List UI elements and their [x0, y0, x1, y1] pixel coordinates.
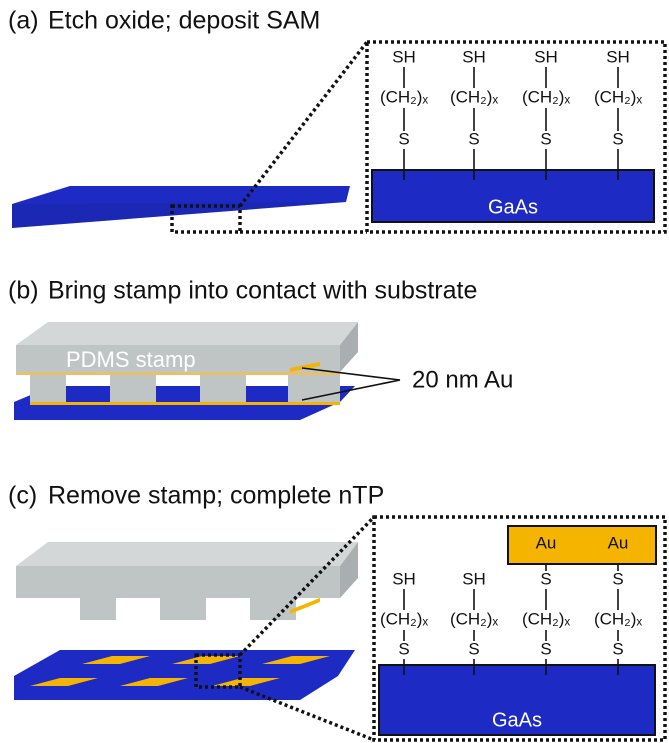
chain: (CH₂)ₓ [594, 87, 642, 106]
chain: (CH₂)ₓ [522, 609, 570, 628]
zoom-line [240, 42, 367, 206]
anchor: S [540, 129, 551, 148]
head-group: SH [534, 47, 558, 66]
gold-layer [508, 526, 656, 564]
anchor: S [540, 639, 551, 658]
figure: (a) Etch oxide; deposit SAM GaAs SH (CH₂)ₓ… [0, 0, 669, 743]
panel-label: (a) [8, 7, 39, 35]
head-group: SH [392, 47, 416, 66]
inset-c: GaAs SH (CH₂)ₓ S SH (CH₂)ₓ S Au S (CH₂)ₓ S Au S (CH₂)… [379, 526, 656, 735]
anchor: S [612, 129, 623, 148]
chain: (CH₂)ₓ [522, 87, 570, 106]
panel-label: (b) [8, 277, 39, 305]
head-group: S [540, 569, 551, 588]
anchor: S [612, 639, 623, 658]
anchor: S [398, 129, 409, 148]
panel-label: (c) [8, 482, 37, 510]
anchor: S [468, 129, 479, 148]
anchor: S [468, 639, 479, 658]
panel-title: Remove stamp; complete nTP [48, 482, 384, 510]
substrate-label: GaAs [488, 196, 538, 218]
panel-title: Bring stamp into contact with substrate [48, 277, 477, 305]
gold-label: Au [536, 533, 557, 552]
head-group: SH [606, 47, 630, 66]
head-group: SH [462, 569, 486, 588]
chain: (CH₂)ₓ [594, 609, 642, 628]
head-group: S [612, 569, 623, 588]
stamp-removed [14, 542, 358, 700]
stamp-label: PDMS stamp [66, 347, 196, 372]
inset-a: GaAs SH (CH₂)ₓ S SH (CH₂)ₓ S SH (CH₂)ₓ S SH (CH₂)ₓ S [372, 47, 654, 222]
chain: (CH₂)ₓ [380, 609, 428, 628]
anchor: S [398, 639, 409, 658]
gold-label: Au [608, 533, 629, 552]
chain: (CH₂)ₓ [450, 87, 498, 106]
chain: (CH₂)ₓ [450, 609, 498, 628]
panel-title: Etch oxide; deposit SAM [48, 7, 320, 35]
head-group: SH [392, 569, 416, 588]
chain: (CH₂)ₓ [380, 87, 428, 106]
callout-label: 20 nm Au [412, 366, 513, 393]
head-group: SH [462, 47, 486, 66]
substrate-label: GaAs [492, 709, 542, 731]
